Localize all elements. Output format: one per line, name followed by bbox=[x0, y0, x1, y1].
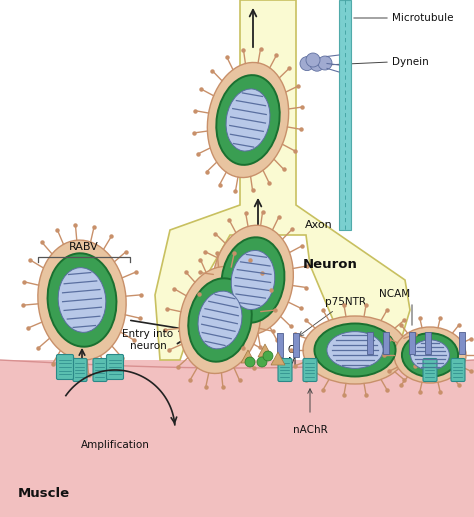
Polygon shape bbox=[155, 0, 410, 360]
Ellipse shape bbox=[402, 333, 458, 377]
Circle shape bbox=[318, 56, 332, 70]
Ellipse shape bbox=[216, 75, 280, 165]
Bar bbox=[409, 332, 415, 354]
Ellipse shape bbox=[179, 267, 261, 373]
Text: Axon: Axon bbox=[305, 220, 333, 230]
Circle shape bbox=[257, 357, 267, 367]
Text: Neuron: Neuron bbox=[302, 258, 357, 271]
Bar bbox=[277, 333, 283, 357]
Circle shape bbox=[310, 57, 324, 71]
FancyBboxPatch shape bbox=[451, 358, 465, 382]
Text: Dynein: Dynein bbox=[392, 57, 429, 67]
FancyBboxPatch shape bbox=[303, 358, 317, 382]
Ellipse shape bbox=[410, 340, 449, 370]
Text: NCAM: NCAM bbox=[380, 289, 410, 299]
Polygon shape bbox=[258, 344, 272, 357]
Bar bbox=[367, 332, 373, 354]
Text: Microtubule: Microtubule bbox=[392, 13, 454, 23]
Bar bbox=[459, 332, 465, 354]
FancyBboxPatch shape bbox=[107, 355, 124, 379]
Bar bbox=[293, 333, 299, 357]
Ellipse shape bbox=[207, 63, 289, 177]
Ellipse shape bbox=[226, 89, 270, 151]
FancyBboxPatch shape bbox=[278, 358, 292, 382]
Ellipse shape bbox=[327, 331, 383, 368]
Ellipse shape bbox=[221, 237, 284, 323]
Ellipse shape bbox=[303, 316, 407, 384]
Text: RABV: RABV bbox=[69, 242, 99, 252]
Text: G: G bbox=[288, 345, 295, 355]
Text: Entry into
neuron: Entry into neuron bbox=[122, 329, 173, 351]
Circle shape bbox=[306, 53, 320, 67]
Ellipse shape bbox=[188, 278, 252, 362]
Ellipse shape bbox=[314, 324, 396, 376]
Circle shape bbox=[263, 351, 273, 361]
Text: Muscle: Muscle bbox=[18, 487, 70, 500]
Text: Amplification: Amplification bbox=[81, 440, 149, 450]
Polygon shape bbox=[271, 352, 285, 365]
Circle shape bbox=[300, 56, 314, 71]
Circle shape bbox=[245, 357, 255, 367]
Polygon shape bbox=[241, 350, 255, 363]
Ellipse shape bbox=[47, 253, 117, 347]
Bar bbox=[383, 332, 389, 354]
Ellipse shape bbox=[58, 268, 106, 332]
Ellipse shape bbox=[38, 240, 126, 360]
FancyBboxPatch shape bbox=[73, 358, 87, 382]
FancyBboxPatch shape bbox=[423, 358, 437, 382]
Text: M: M bbox=[288, 357, 297, 367]
FancyBboxPatch shape bbox=[93, 358, 107, 382]
Ellipse shape bbox=[213, 225, 293, 334]
Bar bbox=[0, 360, 474, 517]
Text: Synaptic
cleft: Synaptic cleft bbox=[325, 337, 367, 359]
Ellipse shape bbox=[198, 291, 242, 349]
Ellipse shape bbox=[394, 327, 466, 383]
Text: p75NTR: p75NTR bbox=[299, 297, 366, 336]
FancyBboxPatch shape bbox=[56, 355, 73, 379]
Ellipse shape bbox=[231, 250, 275, 310]
Bar bbox=[425, 332, 431, 354]
Bar bbox=[339, 0, 351, 230]
Text: nAChR: nAChR bbox=[292, 425, 328, 435]
